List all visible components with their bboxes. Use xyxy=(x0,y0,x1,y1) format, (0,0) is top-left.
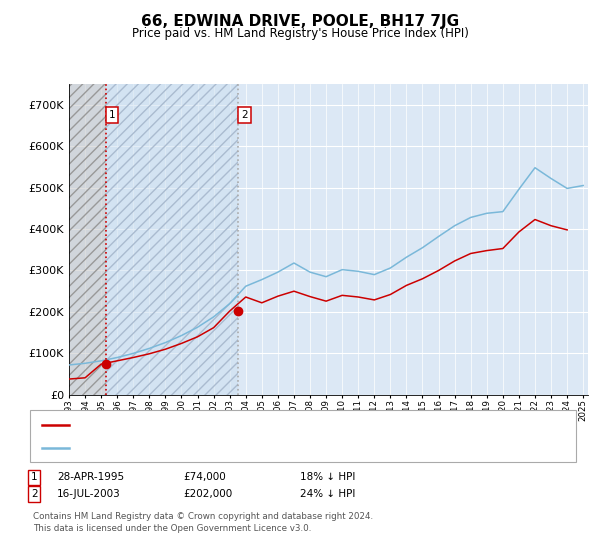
Text: 16-JUL-2003: 16-JUL-2003 xyxy=(57,489,121,499)
Text: 18% ↓ HPI: 18% ↓ HPI xyxy=(300,472,355,482)
Text: 2: 2 xyxy=(31,489,38,499)
Bar xyxy=(106,84,238,395)
Text: £202,000: £202,000 xyxy=(183,489,232,499)
Text: 28-APR-1995: 28-APR-1995 xyxy=(57,472,124,482)
Text: 24% ↓ HPI: 24% ↓ HPI xyxy=(300,489,355,499)
Text: £74,000: £74,000 xyxy=(183,472,226,482)
Text: This data is licensed under the Open Government Licence v3.0.: This data is licensed under the Open Gov… xyxy=(33,524,311,533)
Bar xyxy=(69,84,106,395)
Text: Price paid vs. HM Land Registry's House Price Index (HPI): Price paid vs. HM Land Registry's House … xyxy=(131,27,469,40)
Text: HPI: Average price, detached house, Bournemouth Christchurch and Poole: HPI: Average price, detached house, Bour… xyxy=(75,442,446,452)
Text: 1: 1 xyxy=(109,110,115,120)
Text: 66, EDWINA DRIVE, POOLE, BH17 7JG (detached house): 66, EDWINA DRIVE, POOLE, BH17 7JG (detac… xyxy=(75,420,353,430)
Text: 66, EDWINA DRIVE, POOLE, BH17 7JG: 66, EDWINA DRIVE, POOLE, BH17 7JG xyxy=(141,14,459,29)
Text: 1: 1 xyxy=(31,472,38,482)
Bar xyxy=(69,84,106,395)
Text: 2: 2 xyxy=(241,110,247,120)
Bar xyxy=(106,84,238,395)
Text: Contains HM Land Registry data © Crown copyright and database right 2024.: Contains HM Land Registry data © Crown c… xyxy=(33,512,373,521)
